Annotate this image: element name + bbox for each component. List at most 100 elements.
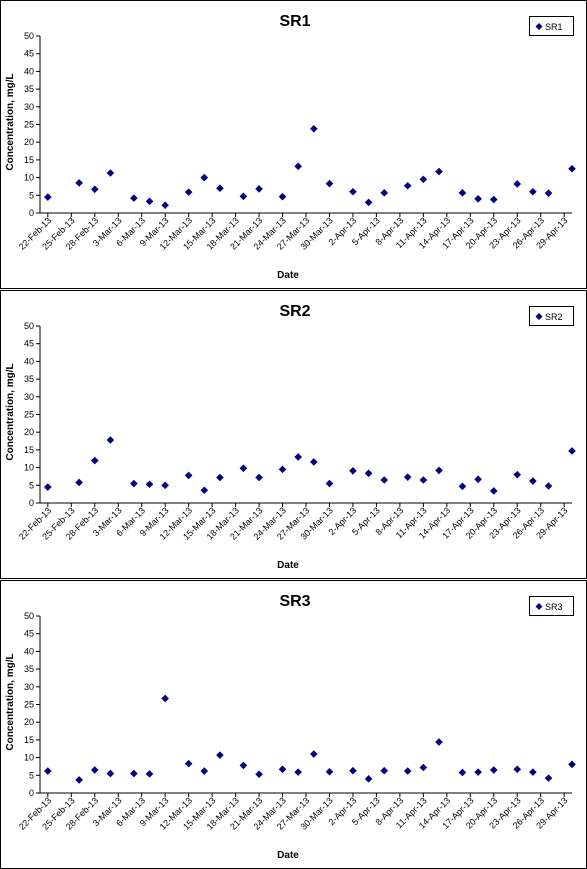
y-tick-label: 25 (24, 120, 34, 130)
data-point (106, 769, 115, 778)
data-point (216, 751, 224, 759)
data-point (75, 478, 83, 487)
data-point (544, 189, 553, 197)
data-point (474, 195, 482, 203)
data-point (435, 466, 443, 475)
legend: SR2 (529, 306, 574, 326)
chart-title: SR3 (279, 593, 310, 610)
data-point (75, 776, 83, 784)
y-tick-label: 25 (24, 410, 34, 420)
data-point (200, 173, 209, 182)
data-point (216, 184, 224, 193)
y-tick-label: 0 (29, 208, 34, 218)
legend-box (529, 306, 574, 326)
data-point (419, 175, 428, 184)
y-axis-title: Concentration, mg/L (5, 653, 16, 750)
data-point (364, 469, 373, 478)
data-point (239, 464, 248, 473)
chart-title: SR1 (279, 13, 310, 30)
data-point (184, 471, 193, 480)
data-point (44, 483, 52, 491)
y-tick-label: 15 (24, 155, 34, 165)
data-point (349, 466, 357, 475)
data-point (529, 477, 537, 485)
data-point (403, 473, 412, 481)
data-point (435, 167, 443, 176)
data-point (184, 188, 193, 196)
chart-panel-sr1: SR1 0 5 10 15 20 25 30 35 40 45 50 22-Feb-13 25-Feb-1… (0, 0, 587, 289)
data-point (435, 738, 443, 746)
data-point (294, 162, 302, 171)
y-tick-label: 40 (24, 66, 34, 76)
y-tick-label: 35 (24, 84, 34, 94)
y-tick-label: 35 (24, 374, 34, 384)
y-tick-label: 50 (24, 611, 34, 621)
chart-svg: SR10510152025303540455022-Feb-1325-Feb-1… (0, 0, 587, 289)
y-tick-label: 25 (24, 700, 34, 710)
data-point (145, 770, 154, 778)
y-tick-label: 0 (29, 788, 34, 798)
y-tick-label: 10 (24, 753, 34, 763)
y-tick-label: 5 (29, 480, 34, 490)
y-tick-label: 20 (24, 717, 34, 727)
data-point (513, 470, 522, 479)
y-tick-label: 10 (24, 173, 34, 183)
data-point (544, 774, 553, 782)
data-point (90, 456, 99, 465)
chart-svg: SR20510152025303540455022-Feb-1325-Feb-1… (0, 290, 587, 579)
data-point (90, 185, 99, 194)
chart-svg: SR30510152025303540455022-Feb-1325-Feb-1… (0, 580, 587, 869)
data-series (44, 436, 576, 495)
legend-box (529, 596, 574, 616)
data-point (325, 479, 334, 488)
y-tick-label: 10 (24, 463, 34, 473)
y-tick-label: 5 (29, 190, 34, 200)
y-tick-label: 0 (29, 498, 34, 508)
y-tick-label: 5 (29, 770, 34, 780)
data-point (474, 768, 482, 776)
data-point (489, 487, 498, 495)
data-point (255, 770, 263, 779)
y-tick-label: 45 (24, 629, 34, 639)
data-point (278, 765, 287, 774)
data-point (161, 481, 169, 490)
data-point (513, 180, 522, 188)
data-point (239, 761, 248, 770)
data-point (145, 197, 154, 206)
data-point (278, 192, 287, 201)
y-tick-label: 20 (24, 137, 34, 147)
data-point (325, 179, 334, 188)
data-point (200, 486, 209, 495)
x-axis-title: Date (277, 270, 299, 281)
y-tick-label: 50 (24, 321, 34, 331)
chart-border (0, 0, 587, 289)
data-point (380, 189, 389, 197)
y-tick-label: 15 (24, 735, 34, 745)
data-point (458, 189, 467, 197)
data-point (529, 187, 537, 196)
data-point (513, 765, 522, 774)
legend-marker (535, 603, 543, 610)
data-point (161, 694, 169, 703)
y-tick-label: 40 (24, 646, 34, 656)
x-axis-title: Date (277, 560, 299, 571)
y-tick-label: 45 (24, 339, 34, 349)
data-point (310, 124, 318, 133)
data-point (544, 482, 553, 490)
data-point (403, 181, 412, 190)
x-axis-title: Date (277, 850, 299, 861)
data-point (106, 436, 115, 444)
legend: SR3 (529, 596, 574, 616)
data-point (364, 198, 373, 207)
data-point (380, 476, 389, 484)
chart-panel-sr3: SR3 0 5 10 15 20 25 30 35 40 45 50 22-Feb-13 25-Feb-1… (0, 580, 587, 869)
y-tick-label: 40 (24, 356, 34, 366)
data-point (184, 759, 193, 768)
y-axis-title: Concentration, mg/L (5, 363, 16, 460)
legend-marker (535, 313, 543, 320)
data-point (145, 480, 154, 489)
y-tick-label: 20 (24, 427, 34, 437)
data-point (568, 760, 576, 769)
chart-title: SR2 (279, 303, 310, 320)
data-point (130, 194, 138, 202)
